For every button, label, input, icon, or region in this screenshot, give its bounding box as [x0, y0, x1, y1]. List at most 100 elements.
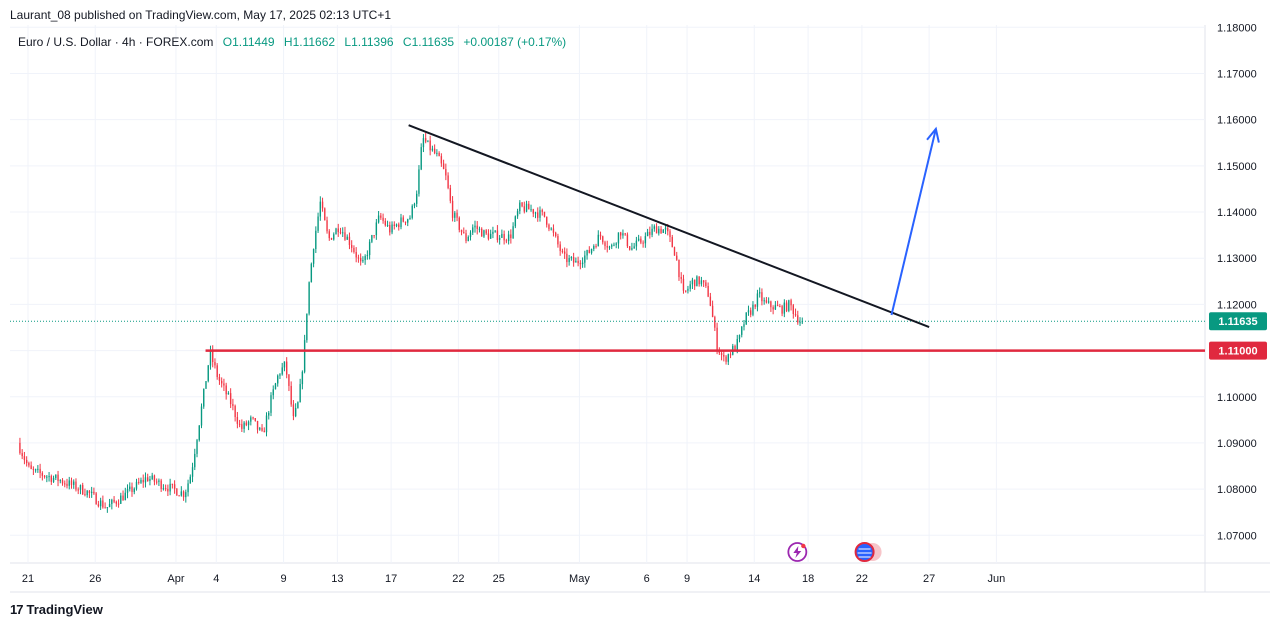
event-markers [787, 542, 882, 562]
candle-body [23, 456, 26, 461]
candle-body [171, 483, 174, 485]
candle-body [308, 282, 310, 314]
candle-body [131, 486, 133, 492]
candle-body [404, 221, 407, 223]
candle-body [447, 175, 449, 189]
candle-body [693, 279, 696, 287]
candle-body [203, 388, 205, 407]
candle-body [523, 206, 525, 212]
candle-body [745, 312, 747, 325]
candle-body [736, 338, 738, 350]
candle-body [391, 224, 393, 233]
candle-body [635, 240, 638, 247]
candle-body [57, 474, 59, 482]
candle-body [671, 237, 673, 248]
ohlc-close: C1.11635 [402, 35, 455, 49]
candle-body [767, 301, 770, 303]
candle-body [597, 234, 599, 247]
candle-body [236, 417, 239, 424]
candle-body [451, 200, 454, 218]
candle-body [402, 217, 404, 222]
price-axis[interactable]: 1.07000 1.08000 1.09000 1.10000 1.11000 1.120… [1209, 22, 1267, 542]
candle-body [783, 302, 786, 314]
candle-body [572, 257, 575, 263]
candle-body [622, 233, 624, 236]
candle-body [34, 469, 37, 471]
candle-body [268, 412, 270, 416]
candle-body [252, 417, 254, 419]
candle-body [400, 217, 402, 228]
candle-body [445, 169, 447, 176]
candle-body [550, 228, 552, 230]
candle-body [75, 481, 77, 490]
candle-body [187, 483, 189, 493]
candle-body [362, 260, 364, 262]
candle-body [534, 212, 537, 214]
candle-body [274, 383, 277, 390]
candle-body [19, 442, 21, 454]
candle-body [765, 300, 768, 303]
candle-body [196, 440, 198, 454]
candle-body [21, 453, 23, 457]
candle-body [790, 300, 792, 306]
time-axis[interactable]: 21 26 Apr 4 9 13 17 22 25 May 6 9 14 18 22 27 Jun [22, 573, 1005, 585]
candle-body [330, 238, 333, 240]
candle-body [617, 232, 620, 244]
candle-body [375, 222, 378, 236]
candle-body [729, 354, 732, 356]
ohlc-change: +0.00187 (+0.17%) [463, 35, 567, 49]
candle-body [416, 193, 418, 204]
candle-body [794, 314, 797, 316]
candle-body [151, 475, 153, 480]
time-tick-label: Apr [167, 573, 184, 585]
candle-body [138, 481, 140, 483]
candle-body [611, 245, 613, 247]
candle-body [158, 480, 160, 482]
candle-body [628, 246, 631, 250]
candle-body [409, 217, 411, 220]
candle-body [279, 374, 281, 376]
candle-body [319, 201, 322, 217]
candle-body [227, 393, 230, 395]
candle-body [492, 231, 494, 234]
candle-body [469, 232, 472, 237]
candle-body [153, 475, 156, 482]
candle-body [364, 256, 366, 261]
candle-body [301, 371, 304, 385]
candle-body [212, 349, 214, 362]
candle-body [303, 340, 306, 372]
candle-body [454, 212, 456, 218]
candle-body [642, 242, 644, 244]
candle-body [283, 361, 286, 368]
candle-body [46, 476, 48, 478]
candle-body [424, 138, 427, 142]
candle-body [270, 395, 272, 413]
candle-body [568, 258, 570, 263]
candle-body [575, 260, 577, 263]
candle-body [539, 210, 541, 218]
candle-body [548, 224, 550, 230]
time-tick-label: 22 [452, 573, 464, 585]
candle-body [593, 246, 595, 250]
candle-body [595, 246, 597, 248]
candle-body [561, 250, 564, 252]
candle-body [241, 424, 243, 429]
candle-body [644, 236, 647, 244]
candle-body [752, 304, 754, 315]
candle-body [185, 492, 187, 498]
tradingview-brand[interactable]: 17 TradingView [10, 602, 103, 617]
candle-body [772, 307, 774, 310]
candle-body [577, 260, 579, 264]
candle-body [514, 216, 517, 227]
candle-body [294, 408, 297, 417]
candle-body [355, 251, 357, 258]
candle-body [86, 490, 88, 496]
symbol-legend[interactable]: Euro / U.S. Dollar · 4h · FOREX.com O1.1… [18, 35, 566, 49]
ohlc-low: L1.11396 [344, 35, 394, 49]
candle-body [507, 234, 510, 242]
price-tick-label: 1.08000 [1217, 484, 1257, 496]
candle-body [792, 305, 794, 315]
candle-body [431, 148, 434, 151]
candle-body [570, 257, 573, 259]
